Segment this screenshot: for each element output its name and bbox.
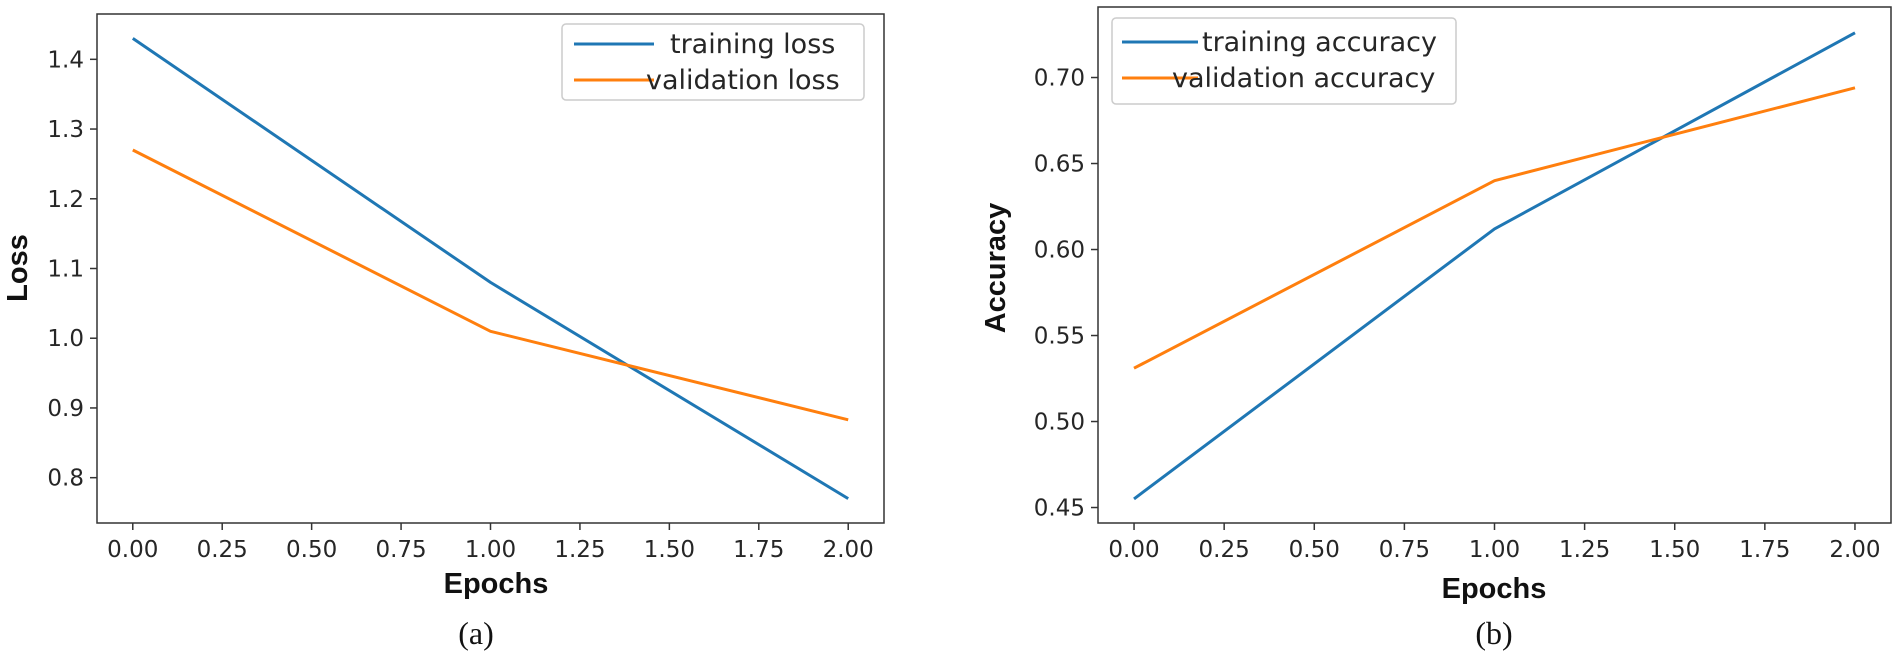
loss-y-axis-label: Loss bbox=[2, 234, 34, 302]
loss-y-ticks: 0.8 0.9 1.0 1.1 1.2 1.3 1.4 bbox=[47, 47, 97, 492]
loss-legend: training loss validation loss bbox=[561, 23, 865, 101]
accuracy-series-training-line bbox=[1133, 31, 1856, 501]
accuracy-x-tick-label: 1.50 bbox=[1649, 537, 1700, 563]
loss-legend-label-training: training loss bbox=[670, 29, 835, 60]
loss-x-tick-label: 0.75 bbox=[375, 537, 426, 563]
accuracy-y-tick-label: 0.55 bbox=[1034, 324, 1085, 350]
loss-x-ticks: 0.00 0.25 0.50 0.75 1.00 1.25 1.50 1.75 2.00 bbox=[107, 523, 874, 563]
loss-y-tick-label: 0.8 bbox=[47, 466, 84, 492]
loss-x-tick-label: 1.75 bbox=[733, 537, 784, 563]
loss-y-tick-label: 1.3 bbox=[47, 117, 84, 143]
loss-series-layer bbox=[131, 37, 849, 500]
accuracy-y-tick-label: 0.65 bbox=[1034, 152, 1085, 178]
loss-series-validation-line bbox=[132, 148, 849, 422]
accuracy-legend: training accuracy validation accuracy bbox=[1111, 17, 1457, 105]
accuracy-x-tick-label: 1.75 bbox=[1739, 537, 1790, 563]
accuracy-x-ticks: 0.00 0.25 0.50 0.75 1.00 1.25 1.50 1.75 2.00 bbox=[1108, 523, 1881, 563]
accuracy-x-tick-label: 0.00 bbox=[1108, 537, 1159, 563]
accuracy-chart-caption: (b) bbox=[1475, 615, 1512, 651]
accuracy-x-axis-label: Epochs bbox=[1442, 573, 1547, 605]
loss-x-tick-label: 0.25 bbox=[197, 537, 248, 563]
loss-series-training-line bbox=[131, 37, 849, 500]
accuracy-y-tick-label: 0.45 bbox=[1034, 496, 1085, 522]
accuracy-x-tick-label: 0.75 bbox=[1379, 537, 1430, 563]
accuracy-x-tick-label: 0.50 bbox=[1289, 537, 1340, 563]
loss-y-tick-label: 1.0 bbox=[47, 326, 84, 352]
accuracy-x-tick-label: 0.25 bbox=[1199, 537, 1250, 563]
loss-x-tick-label: 2.00 bbox=[823, 537, 874, 563]
accuracy-legend-box bbox=[1111, 17, 1457, 105]
accuracy-legend-label-training: training accuracy bbox=[1202, 27, 1437, 58]
loss-y-tick-label: 0.9 bbox=[47, 396, 84, 422]
loss-x-tick-label: 1.50 bbox=[644, 537, 695, 563]
accuracy-y-tick-label: 0.50 bbox=[1034, 410, 1085, 436]
loss-y-tick-label: 1.1 bbox=[47, 257, 84, 283]
accuracy-legend-label-validation: validation accuracy bbox=[1172, 63, 1435, 94]
accuracy-series-validation-line bbox=[1133, 86, 1856, 370]
loss-legend-label-validation: validation loss bbox=[646, 65, 840, 96]
accuracy-chart: 0.00 0.25 0.50 0.75 1.00 1.25 1.50 1.75 2.00 0.4… bbox=[980, 6, 1892, 651]
loss-chart: 0.00 0.25 0.50 0.75 1.00 1.25 1.50 1.75 2.00 0.8… bbox=[2, 13, 885, 651]
loss-y-tick-label: 1.4 bbox=[47, 47, 84, 73]
accuracy-series-layer bbox=[1133, 31, 1856, 501]
accuracy-y-tick-label: 0.70 bbox=[1034, 66, 1085, 92]
loss-y-tick-label: 1.2 bbox=[47, 187, 84, 213]
accuracy-x-tick-label: 1.25 bbox=[1559, 537, 1610, 563]
loss-x-tick-label: 0.50 bbox=[286, 537, 337, 563]
accuracy-x-tick-label: 1.00 bbox=[1469, 537, 1520, 563]
loss-x-tick-label: 1.00 bbox=[465, 537, 516, 563]
loss-x-tick-label: 0.00 bbox=[107, 537, 158, 563]
loss-chart-caption: (a) bbox=[458, 615, 494, 651]
accuracy-y-tick-label: 0.60 bbox=[1034, 238, 1085, 264]
accuracy-y-ticks: 0.45 0.50 0.55 0.60 0.65 0.70 bbox=[1034, 66, 1098, 522]
loss-x-tick-label: 1.25 bbox=[554, 537, 605, 563]
accuracy-x-tick-label: 2.00 bbox=[1829, 537, 1880, 563]
accuracy-y-axis-label: Accuracy bbox=[980, 203, 1012, 334]
loss-x-axis-label: Epochs bbox=[444, 568, 549, 600]
